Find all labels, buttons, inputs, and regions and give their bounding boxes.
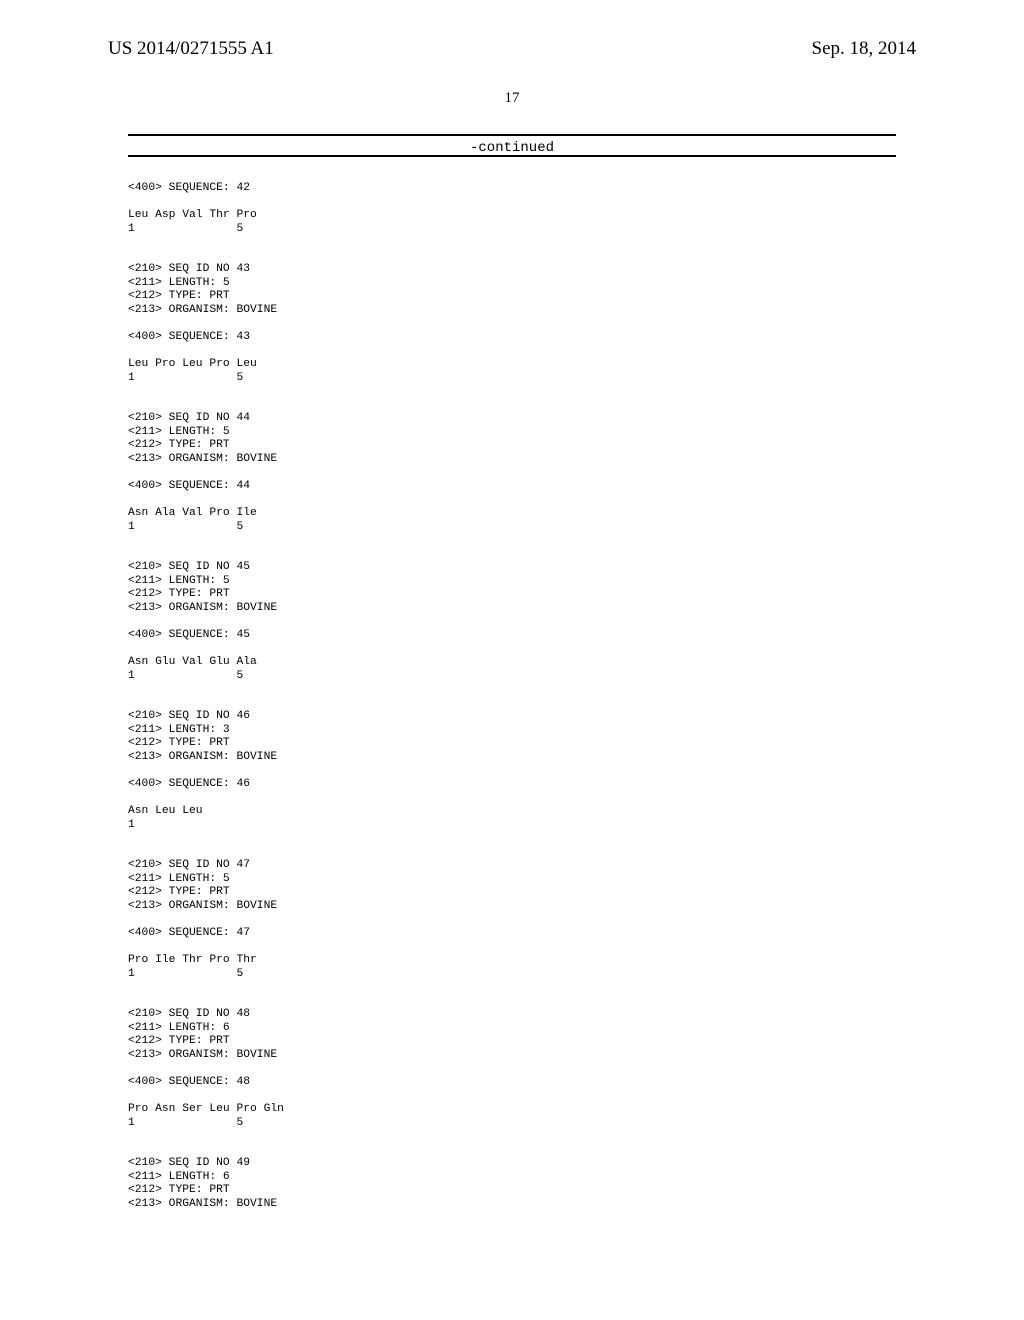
sequence-listing: <400> SEQUENCE: 42 Leu Asp Val Thr Pro 1… [128,182,284,1212]
page-number: 17 [0,90,1024,107]
continued-label: -continued [0,140,1024,156]
top-rule [128,134,896,136]
page-header: US 2014/0271555 A1 Sep. 18, 2014 [0,38,1024,60]
bottom-rule [128,155,896,157]
publication-number: US 2014/0271555 A1 [108,38,274,60]
publication-date: Sep. 18, 2014 [812,38,917,60]
